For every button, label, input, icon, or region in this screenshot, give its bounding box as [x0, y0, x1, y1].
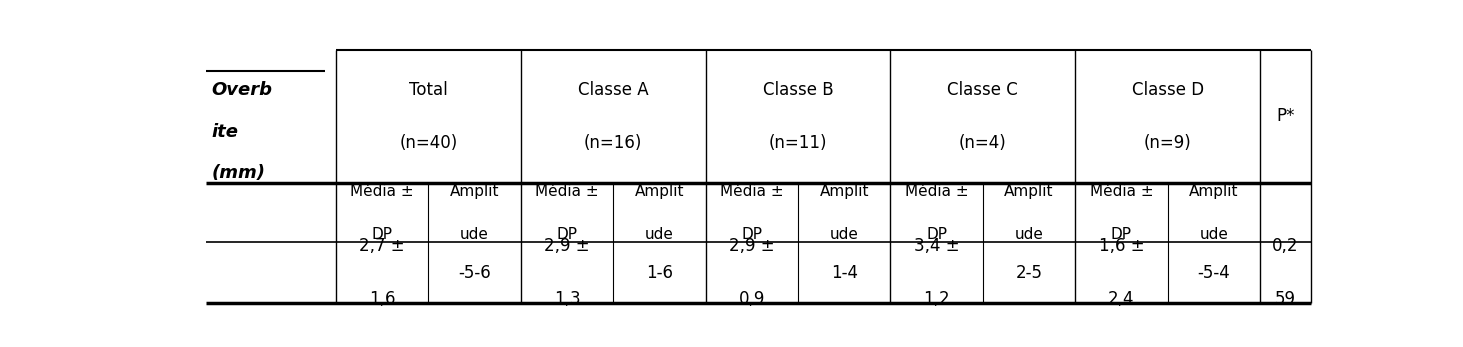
Text: -5-4: -5-4 [1197, 264, 1230, 282]
Text: DP: DP [926, 227, 947, 242]
Text: 1,6: 1,6 [369, 290, 395, 308]
Text: (n=16): (n=16) [584, 134, 642, 152]
Text: (mm): (mm) [211, 163, 265, 181]
Text: ude: ude [645, 227, 674, 242]
Text: Média ±: Média ± [350, 184, 414, 199]
Text: (n=40): (n=40) [399, 134, 458, 152]
Text: Classe C: Classe C [948, 81, 1018, 99]
Text: 2,4: 2,4 [1107, 290, 1135, 308]
Text: 0,9: 0,9 [739, 290, 765, 308]
Text: Média ±: Média ± [535, 184, 598, 199]
Text: ite: ite [211, 124, 238, 142]
Text: 2,9 ±: 2,9 ± [544, 237, 590, 255]
Text: (n=11): (n=11) [768, 134, 827, 152]
Text: 2,7 ±: 2,7 ± [360, 237, 405, 255]
Text: 1,2: 1,2 [923, 290, 949, 308]
Text: 59: 59 [1276, 290, 1296, 308]
Text: Amplit: Amplit [1004, 184, 1053, 199]
Text: Classe A: Classe A [578, 81, 648, 99]
Text: Média ±: Média ± [1090, 184, 1153, 199]
Text: ude: ude [1200, 227, 1229, 242]
Text: Classe D: Classe D [1131, 81, 1204, 99]
Text: P*: P* [1276, 108, 1295, 126]
Text: -5-6: -5-6 [458, 264, 492, 282]
Text: Amplit: Amplit [819, 184, 869, 199]
Text: 2,9 ±: 2,9 ± [729, 237, 774, 255]
Text: Média ±: Média ± [904, 184, 969, 199]
Text: 1,6 ±: 1,6 ± [1099, 237, 1144, 255]
Text: Overb: Overb [211, 81, 272, 99]
Text: DP: DP [742, 227, 762, 242]
Text: 1,3: 1,3 [553, 290, 581, 308]
Text: Classe B: Classe B [762, 81, 834, 99]
Text: DP: DP [556, 227, 578, 242]
Text: 2-5: 2-5 [1015, 264, 1043, 282]
Text: Média ±: Média ± [720, 184, 784, 199]
Text: Total: Total [410, 81, 448, 99]
Text: 3,4 ±: 3,4 ± [914, 237, 960, 255]
Text: Amplit: Amplit [1189, 184, 1239, 199]
Text: Amplit: Amplit [449, 184, 499, 199]
Text: ude: ude [1014, 227, 1043, 242]
Text: DP: DP [372, 227, 392, 242]
Text: (n=4): (n=4) [958, 134, 1007, 152]
Text: (n=9): (n=9) [1144, 134, 1191, 152]
Text: 1-4: 1-4 [831, 264, 857, 282]
Text: 1-6: 1-6 [645, 264, 673, 282]
Text: ude: ude [830, 227, 859, 242]
Text: DP: DP [1110, 227, 1132, 242]
Text: Amplit: Amplit [635, 184, 685, 199]
Text: ude: ude [461, 227, 489, 242]
Text: 0,2: 0,2 [1273, 237, 1299, 255]
